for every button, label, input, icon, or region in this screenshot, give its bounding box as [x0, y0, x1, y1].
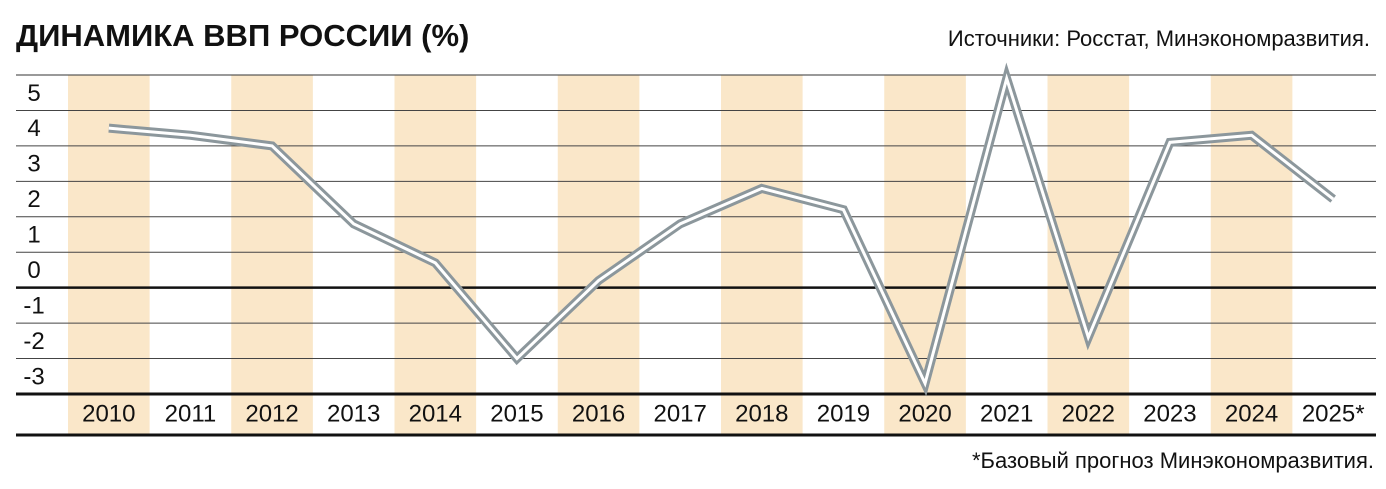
band: [394, 75, 477, 435]
line-highlight: [108, 73, 1335, 388]
y-tick-label: -2: [23, 328, 44, 355]
bands: [68, 75, 1293, 435]
band: [231, 75, 313, 435]
x-tick-label: 2020: [898, 400, 951, 427]
y-tick-label: 2: [27, 186, 40, 213]
x-tick-label: 2019: [817, 400, 870, 427]
x-tick-label: 2017: [653, 400, 706, 427]
y-tick-label: 4: [27, 115, 40, 142]
x-tick-label: 2016: [572, 400, 625, 427]
y-tick-label: 1: [27, 222, 40, 249]
y-tick-label: 3: [27, 151, 40, 178]
band: [557, 75, 640, 435]
x-tick-label: 2021: [980, 400, 1033, 427]
x-tick-label: 2011: [165, 400, 217, 427]
band: [1210, 75, 1293, 435]
x-tick-label: 2015: [490, 400, 543, 427]
x-tick-label: 2024: [1225, 400, 1278, 427]
y-tick-label: -3: [23, 363, 44, 390]
x-tick-label: 2013: [327, 400, 380, 427]
y-tick-label: 5: [27, 80, 40, 107]
x-tick-label: 2023: [1143, 400, 1196, 427]
x-tick-label: 2025*: [1302, 400, 1365, 427]
y-tick-label: -1: [23, 292, 44, 319]
footnote: *Базовый прогноз Минэкономразвития.: [972, 448, 1374, 473]
y-tick-label: 0: [27, 257, 40, 284]
x-tick-label: 2022: [1062, 400, 1115, 427]
band: [721, 75, 803, 435]
source: Источники: Росстат, Минэкономразвития.: [948, 26, 1370, 51]
x-tick-label: 2010: [82, 400, 135, 427]
x-tick-label: 2014: [409, 400, 462, 427]
chart-title: ДИНАМИКА ВВП РОССИИ (%): [16, 18, 469, 53]
x-tick-label: 2012: [245, 400, 298, 427]
x-tick-label: 2018: [735, 400, 788, 427]
